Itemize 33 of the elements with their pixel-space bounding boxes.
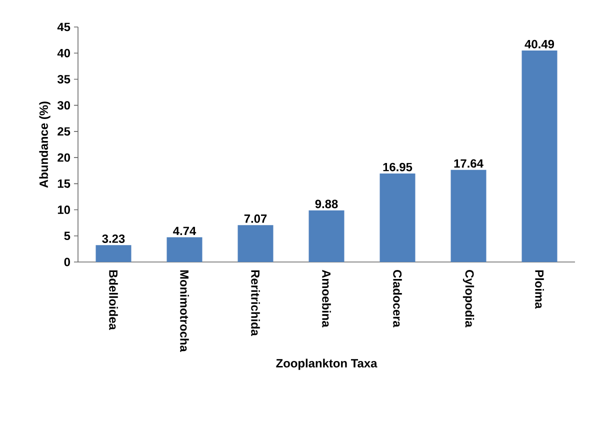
- y-tick-label: 0: [64, 258, 70, 266]
- x-axis-title: Zooplankton Taxa: [276, 358, 378, 370]
- y-tick-label: 40: [57, 48, 70, 58]
- y-tick-label: 5: [64, 232, 70, 240]
- bar: [166, 237, 202, 262]
- bar: [450, 170, 486, 262]
- data-label: 9.88: [315, 200, 338, 208]
- y-tick-label: 15: [58, 180, 70, 188]
- bar: [522, 50, 558, 262]
- bar: [308, 210, 344, 262]
- y-tick-label: 20: [58, 153, 70, 162]
- bar: [96, 245, 132, 262]
- bar: [238, 225, 274, 262]
- data-label: 16.95: [383, 162, 412, 172]
- y-axis-title: Abundance (%): [39, 102, 50, 188]
- x-tick-label: Cylopodia: [462, 270, 474, 328]
- x-tick-label: Ploima: [535, 270, 544, 309]
- bar: [380, 173, 416, 262]
- y-tick-label: 45: [57, 22, 70, 32]
- data-label: 40.49: [524, 40, 554, 48]
- x-tick-label: Amoebina: [322, 270, 331, 328]
- x-tick-label: Reritrichida: [251, 270, 260, 336]
- data-label: 4.74: [173, 226, 196, 236]
- y-tick-label: 25: [58, 127, 70, 136]
- data-label: 7.07: [244, 214, 267, 223]
- y-tick-label: 35: [57, 74, 70, 84]
- y-tick-label: 10: [58, 206, 70, 214]
- x-tick-label: Cladocera: [393, 270, 402, 328]
- y-tick-label: 30: [57, 101, 70, 110]
- x-tick-label: Monimotrocha: [180, 270, 189, 352]
- data-label: 17.64: [454, 159, 484, 168]
- data-label: 3.23: [102, 234, 125, 243]
- x-tick-label: Bdelloidea: [109, 270, 118, 330]
